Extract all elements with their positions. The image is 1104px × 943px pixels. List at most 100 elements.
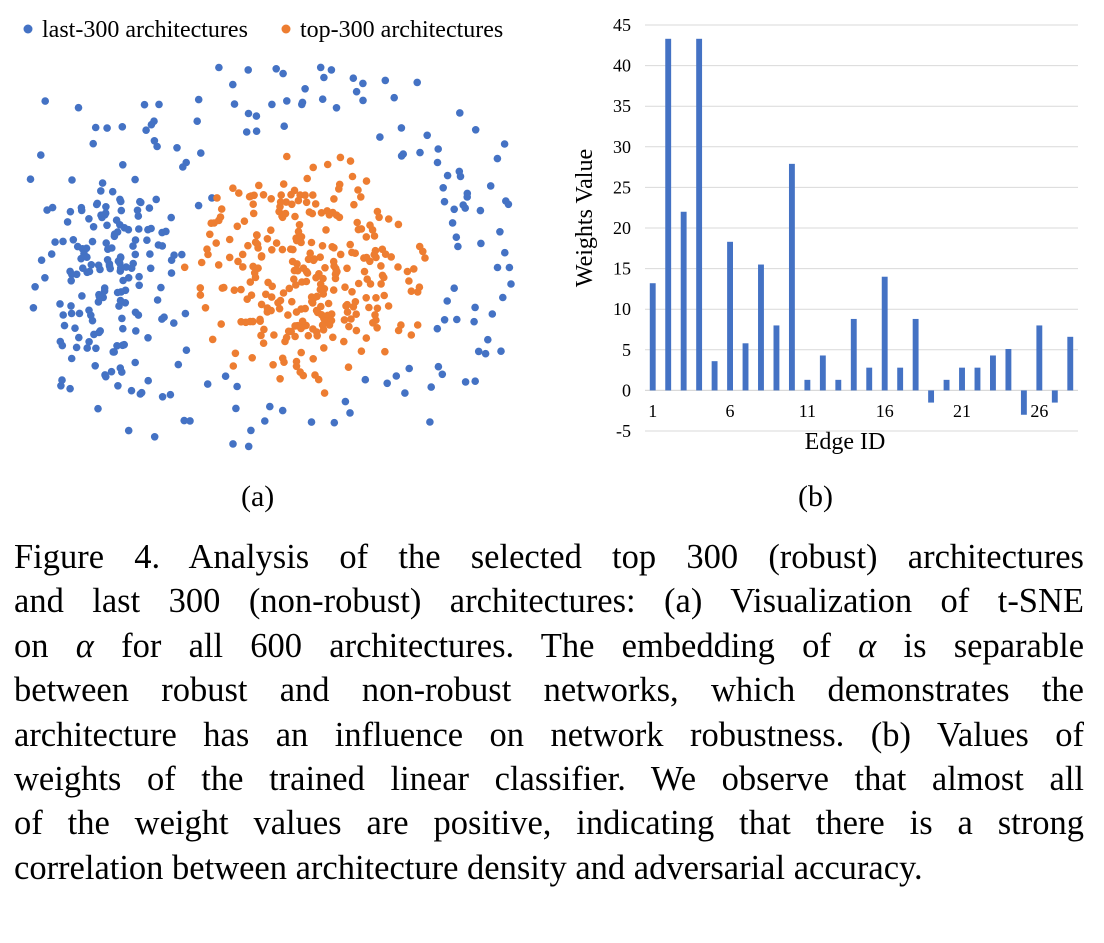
top-300-point — [242, 318, 250, 327]
top-300-point — [335, 213, 344, 222]
last-300-point — [349, 74, 358, 82]
last-300-point — [320, 73, 328, 82]
figure-caption: Figure 4. Analysis of the selected top 3… — [14, 535, 1084, 890]
top-300-point — [369, 319, 377, 327]
last-300-point — [153, 296, 162, 304]
last-300-point — [153, 142, 161, 151]
last-300-point — [352, 87, 361, 96]
caption-line: of the weight values are positive, indic… — [14, 804, 1084, 843]
top-300-point — [306, 249, 315, 257]
last-300-point — [452, 233, 461, 241]
last-300-point — [194, 95, 203, 104]
last-300-point — [359, 79, 367, 88]
top-300-point — [213, 194, 221, 202]
last-300-point — [450, 205, 459, 214]
y-gridlines — [645, 24, 1078, 432]
last-300-point — [376, 133, 384, 141]
last-300-point — [47, 250, 56, 258]
last-300-point — [91, 123, 100, 132]
last-300-point — [203, 380, 212, 388]
top-300-point — [345, 322, 353, 331]
caption-line: weights of the trained linear classifier… — [14, 760, 1084, 799]
top-300-point — [348, 248, 356, 257]
last-300-point — [500, 140, 509, 148]
top-300-point — [335, 185, 343, 193]
last-300-point — [103, 124, 111, 132]
top-300-point — [352, 310, 361, 319]
bar-edge-17 — [897, 367, 904, 391]
top-300-point — [281, 337, 289, 346]
top-300-point — [372, 294, 380, 302]
last-300-point — [145, 204, 154, 212]
top-300-point — [322, 226, 330, 234]
last-300-point — [279, 69, 287, 78]
top-300-point — [277, 191, 286, 199]
last-300-point — [215, 63, 223, 72]
last-300-point — [116, 253, 125, 262]
last-300-point — [459, 201, 468, 209]
top-300-point — [332, 267, 341, 276]
bar-edge-7 — [742, 343, 749, 391]
last-300-point — [261, 417, 269, 425]
last-300-point — [486, 182, 495, 190]
top-300-point — [336, 153, 345, 162]
top-300-point — [235, 189, 243, 197]
top-300-point — [394, 220, 403, 229]
top-300-point — [304, 331, 313, 340]
top-300-point — [204, 250, 212, 259]
last-300-point — [416, 148, 424, 157]
last-300-point — [298, 98, 307, 107]
bar-edge-16 — [881, 276, 888, 391]
last-300-point — [124, 426, 133, 435]
last-300-point — [167, 256, 176, 265]
last-300-point — [301, 85, 309, 93]
last-300-point — [92, 344, 100, 353]
top-300-point — [280, 358, 288, 367]
panel-b-label: (b) — [798, 480, 833, 513]
last-300-point — [507, 280, 515, 288]
last-300-point — [383, 379, 392, 388]
last-300-point — [118, 341, 127, 350]
top-300-point — [290, 266, 299, 275]
top-300-point — [362, 294, 371, 302]
last-300-point — [129, 242, 137, 250]
last-300-point — [67, 302, 75, 310]
last-300-point — [438, 370, 447, 379]
y-tick-label: 15 — [613, 259, 631, 279]
top-300-point — [298, 278, 306, 286]
top-300-point — [362, 177, 371, 185]
top-300-point — [387, 253, 396, 261]
last-300-point — [493, 154, 502, 163]
bar-edge-26 — [1036, 325, 1043, 391]
last-300-point — [143, 236, 151, 244]
last-300-point — [158, 228, 166, 237]
top-300-point — [380, 273, 388, 282]
last-300-point — [150, 137, 159, 145]
top-300-point — [330, 195, 338, 203]
last-300-point — [59, 237, 67, 246]
top-300-point — [250, 191, 258, 200]
last-300-point — [97, 187, 105, 195]
caption-line: architecture has an influence on network… — [14, 715, 1084, 754]
top-300-point — [352, 326, 361, 335]
bar-edge-19 — [928, 390, 935, 403]
top-300-point — [384, 215, 393, 223]
top-300-point — [279, 180, 288, 188]
top-300-point — [311, 200, 320, 208]
last-300-point — [397, 152, 406, 160]
last-300-point — [140, 100, 149, 109]
top-300-point — [375, 213, 383, 222]
last-300-point — [127, 386, 136, 395]
last-300-point — [448, 219, 457, 227]
top-300-point — [291, 322, 299, 330]
top-300-point — [324, 299, 333, 308]
top-300-point — [353, 218, 362, 227]
top-300-point — [243, 295, 251, 304]
top-300-point — [346, 157, 355, 165]
last-300-point — [135, 281, 143, 290]
top-300-point — [259, 339, 268, 348]
last-300-point — [67, 354, 76, 363]
last-300-point — [66, 207, 75, 216]
last-300-point — [56, 300, 64, 308]
bars — [649, 38, 1074, 415]
